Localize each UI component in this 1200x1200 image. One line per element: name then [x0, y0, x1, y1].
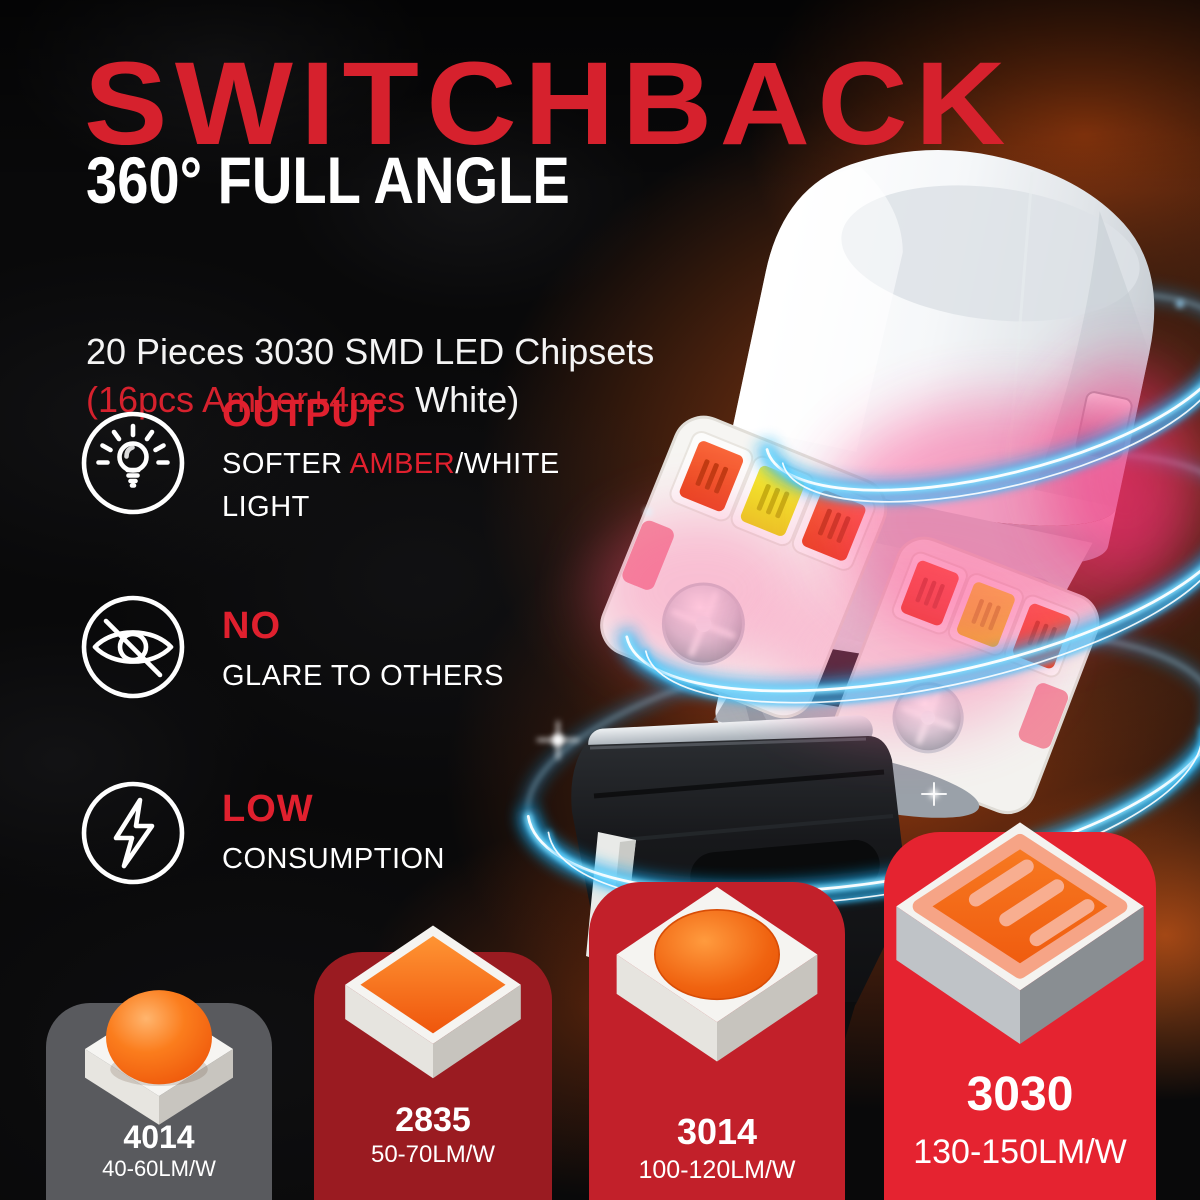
smd-chip-4014-illustration: [85, 990, 233, 1125]
lightning-bolt-icon: [81, 781, 185, 885]
feature-heading: OUTPUT: [222, 393, 385, 435]
page-title: SWITCHBACK: [84, 38, 1013, 170]
chip-name: 3014: [676, 1111, 758, 1152]
chip-lumens: 100-120LM/W: [638, 1156, 796, 1184]
chip-card-2835: 2835 50-70LM/W: [314, 925, 552, 1200]
feature-body: SOFTER AMBER/WHITE LIGHT: [222, 443, 562, 529]
feature-heading: NO: [222, 605, 281, 647]
feature-heading: LOW: [222, 788, 314, 830]
smd-chip-3030-illustration: [896, 822, 1144, 1044]
smd-chip-3014-illustration: [616, 886, 818, 1062]
feature-low-consumption: LOW CONSUMPTION: [80, 780, 580, 900]
feature-output: OUTPUT SOFTER AMBER/WHITE LIGHT: [80, 395, 580, 530]
chipset-count-white: White): [405, 378, 520, 420]
feature-body-text: /WHITE LIGHT: [222, 448, 560, 523]
chip-name: 2835: [395, 1101, 471, 1139]
page-subtitle: 360° FULL ANGLE: [86, 143, 570, 217]
no-glare-eye-icon: [81, 595, 185, 699]
chip-lumens: 50-70LM/W: [370, 1141, 496, 1168]
feature-body-text: SOFTER: [222, 448, 350, 480]
chip-lumens: 40-60LM/W: [102, 1156, 216, 1181]
chip-lumens: 130-150LM/W: [913, 1133, 1127, 1171]
feature-body: GLARE TO OTHERS: [222, 660, 504, 692]
feature-body-accent: AMBER: [349, 448, 456, 480]
light-bulb-icon: [81, 411, 185, 515]
chip-card-4014: 4014 40-60LM/W: [46, 990, 272, 1200]
feature-no-glare: NO GLARE TO OTHERS: [80, 594, 580, 714]
feature-body: CONSUMPTION: [222, 843, 445, 875]
smd-chip-2835-illustration: [345, 925, 521, 1079]
chip-card-3014: 3014 100-120LM/W: [589, 882, 845, 1200]
chip-name: 3030: [966, 1068, 1074, 1121]
chip-card-3030: 3030 130-150LM/W: [884, 822, 1156, 1200]
chipset-description-line1: 20 Pieces 3030 SMD LED Chipsets: [86, 331, 655, 372]
sparkle: [536, 300, 1184, 806]
chip-name: 4014: [123, 1119, 195, 1155]
